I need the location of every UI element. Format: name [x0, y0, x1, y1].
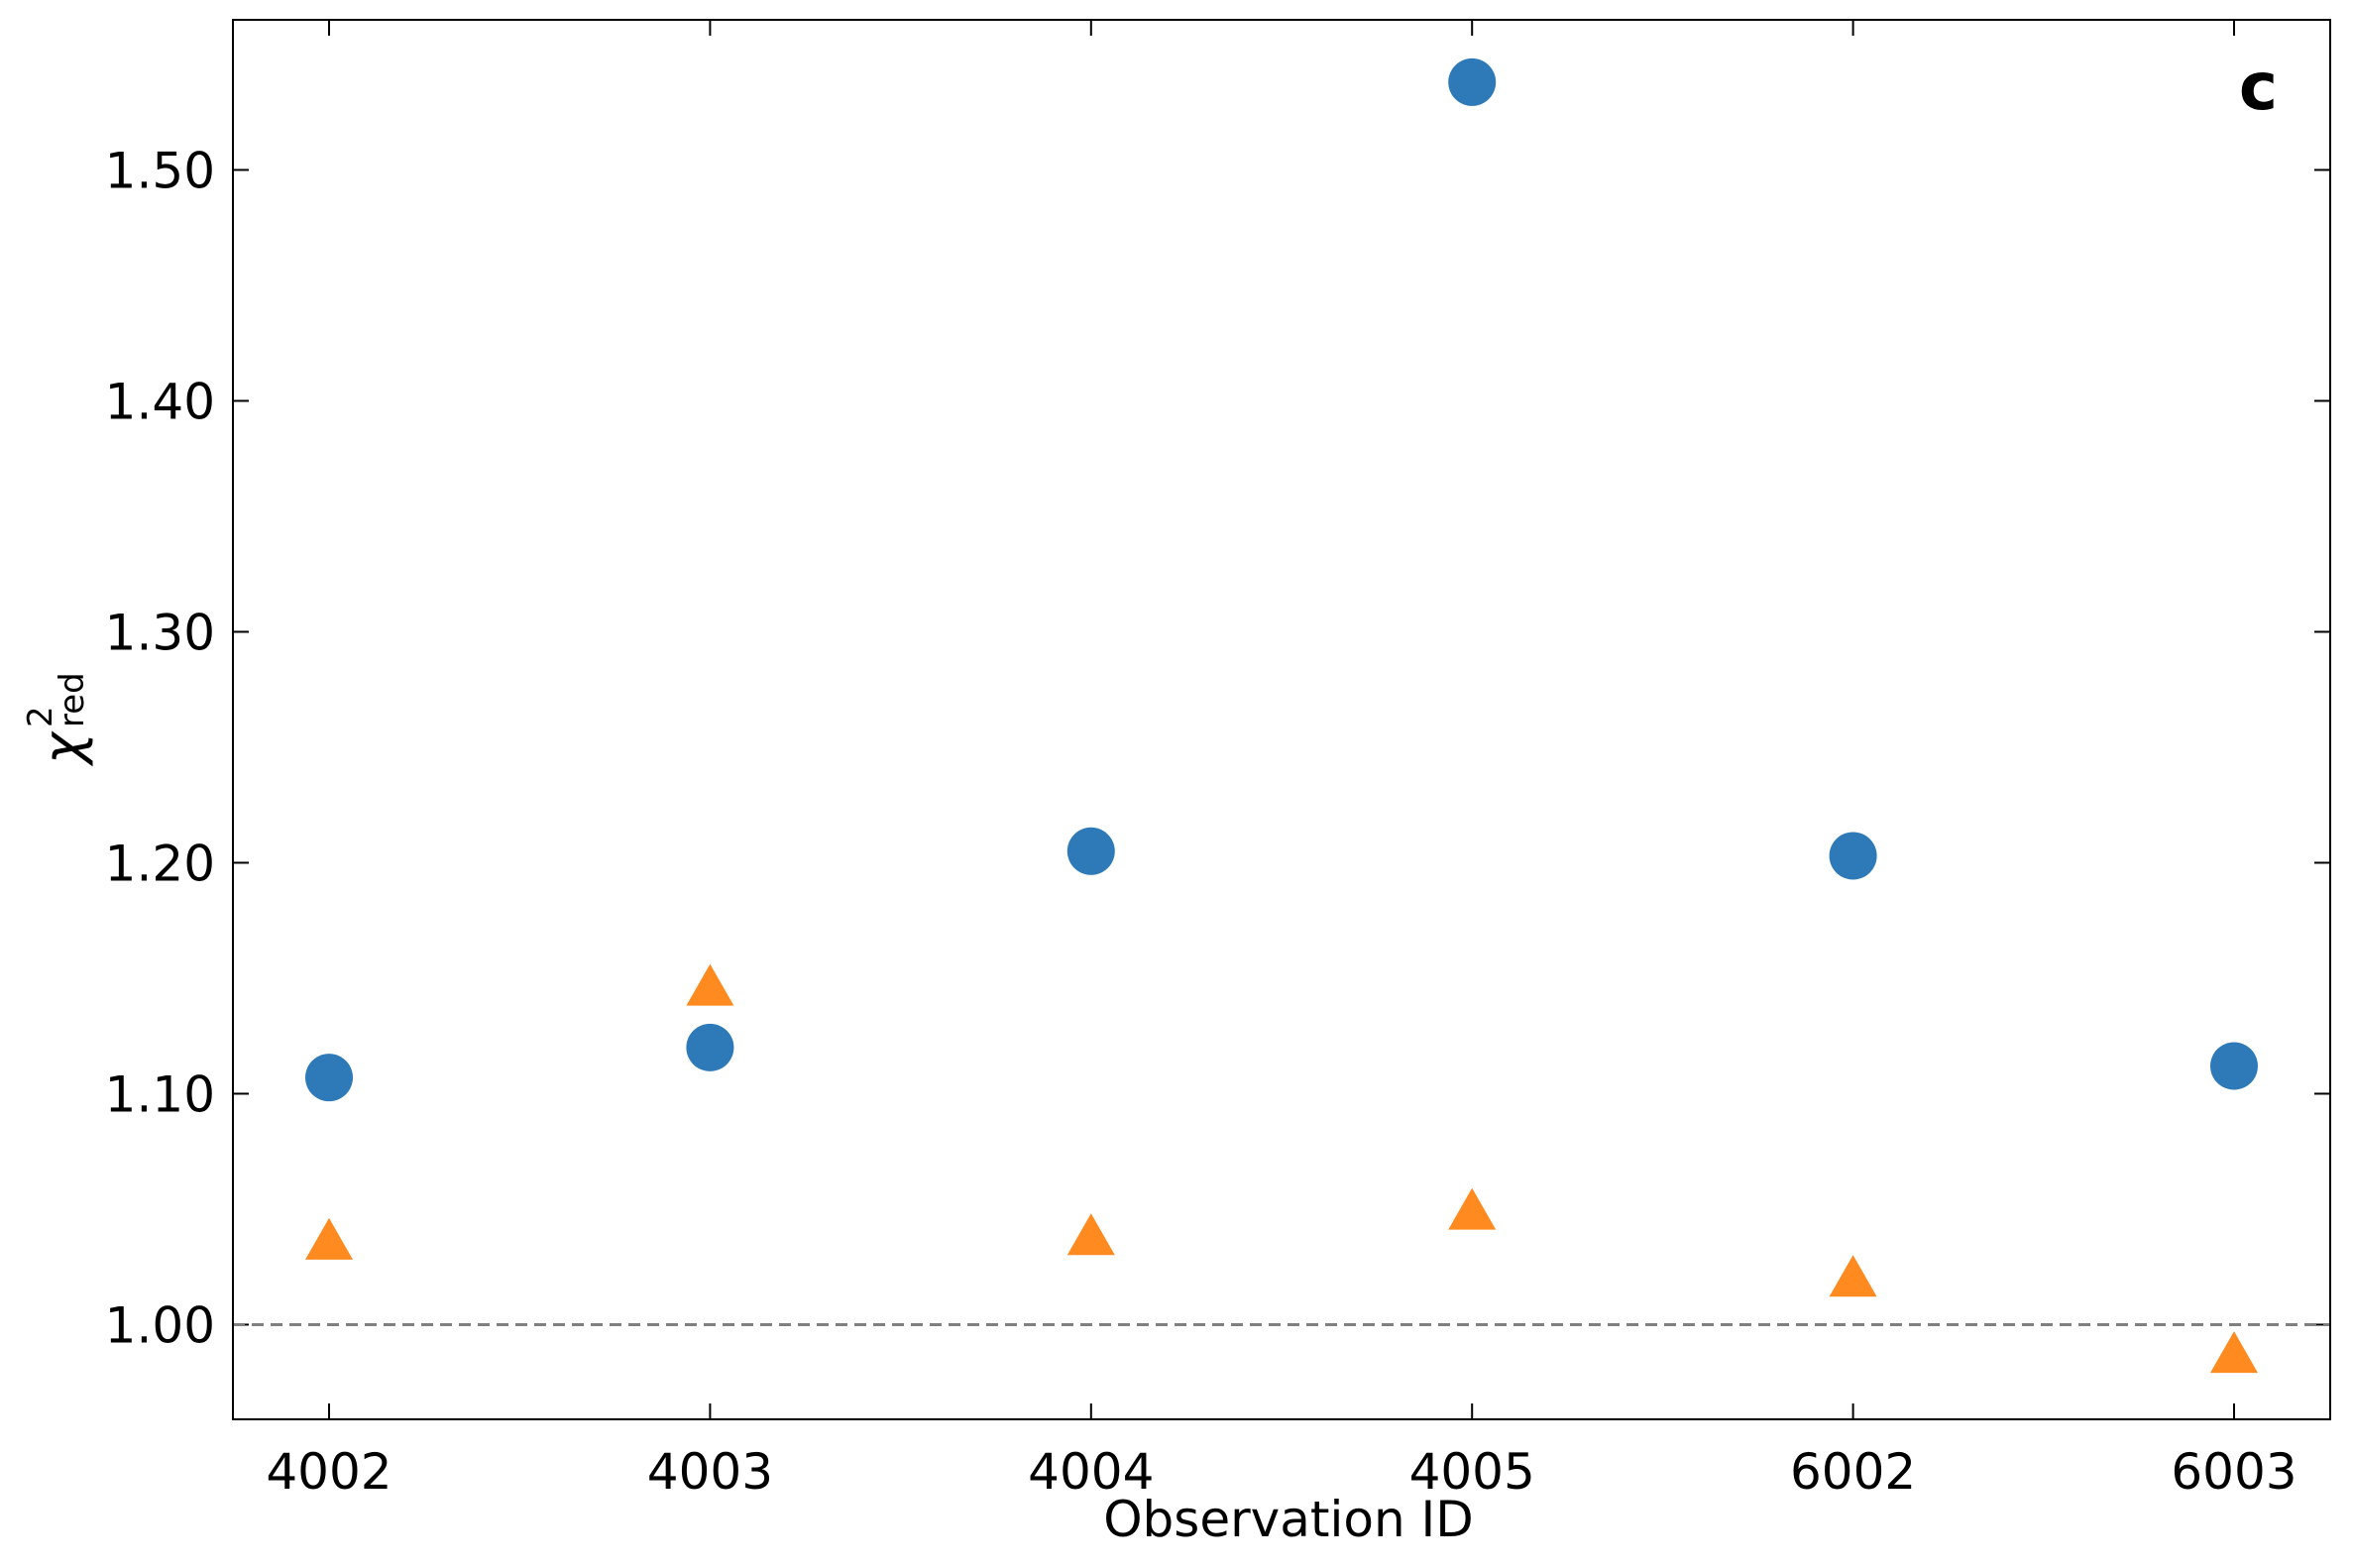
triangle-marker: [305, 1217, 353, 1260]
plot-frame: [232, 19, 2331, 1420]
y-tick-label: 1.30: [105, 604, 215, 661]
circle-marker: [1448, 57, 1497, 106]
circle-marker: [305, 1054, 353, 1102]
x-tick-label: 6002: [1790, 1443, 1916, 1501]
y-tick-label: 1.50: [105, 142, 215, 199]
triangle-marker: [2210, 1331, 2258, 1374]
x-tick-label: 4002: [266, 1443, 392, 1501]
y-tick-label: 1.20: [105, 835, 215, 892]
triangle-marker: [1066, 1213, 1115, 1256]
triangle-marker: [1829, 1255, 1877, 1297]
y-label-sub: red: [53, 672, 92, 728]
circle-marker: [686, 1023, 734, 1071]
triangle-marker: [1448, 1187, 1497, 1230]
x-tick-label: 6003: [2171, 1443, 2297, 1501]
y-tick-label: 1.10: [105, 1065, 215, 1123]
y-tick-label: 1.00: [105, 1296, 215, 1354]
triangle-marker: [686, 963, 734, 1006]
circle-marker: [1066, 827, 1115, 875]
panel-label: c: [2239, 49, 2278, 125]
y-tick-label: 1.40: [105, 373, 215, 430]
circle-marker: [1829, 832, 1877, 880]
x-tick-label: 4005: [1409, 1443, 1535, 1501]
y-label-symbol: χ: [32, 730, 94, 767]
circle-marker: [2210, 1042, 2258, 1090]
x-tick-label: 4003: [647, 1443, 773, 1501]
y-axis-label: χ 2 red: [21, 672, 94, 767]
x-tick-label: 4004: [1028, 1443, 1154, 1501]
x-axis-label: Observation ID: [1103, 1491, 1474, 1548]
y-label-sup: 2: [21, 706, 60, 728]
